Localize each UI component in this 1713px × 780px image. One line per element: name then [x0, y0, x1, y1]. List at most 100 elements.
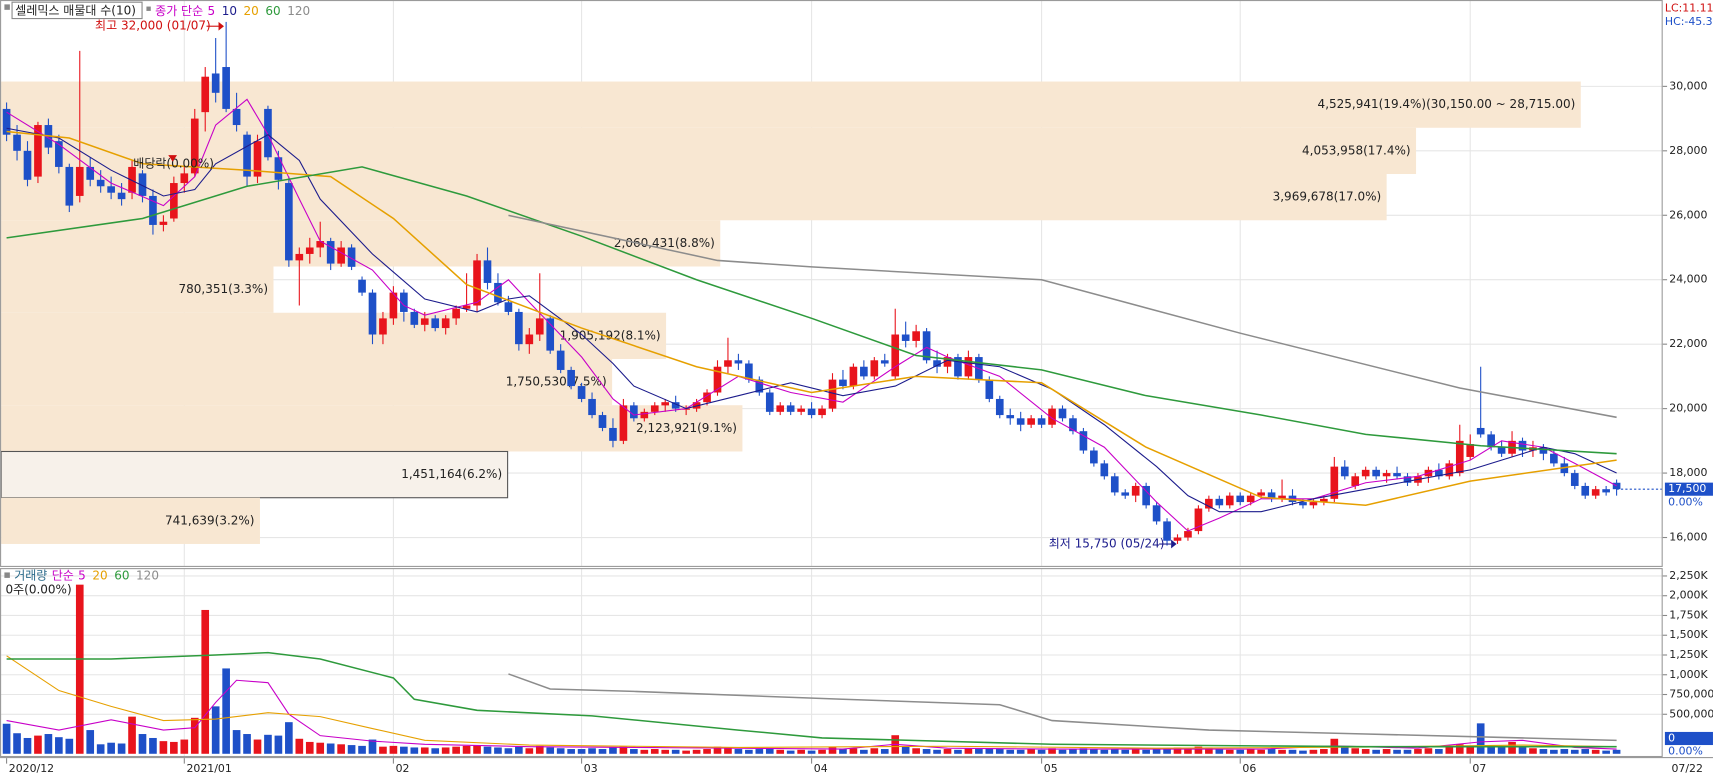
volume-bar [1612, 749, 1621, 754]
volume-title: 거래량 [14, 568, 47, 582]
x-tick-label: 2020/12 [9, 762, 54, 775]
volume-bar [44, 734, 53, 754]
candle-body [609, 427, 617, 441]
candle-body [1393, 473, 1401, 477]
volume-bar [682, 750, 690, 754]
x-tick-label: 06 [1242, 762, 1256, 775]
volume-bar [839, 749, 847, 754]
volume-bar [828, 747, 837, 754]
volume-bar [34, 735, 42, 754]
volume-bar [734, 749, 743, 754]
volume-bar [650, 749, 659, 754]
candle-body [1257, 492, 1265, 496]
candle-body [55, 141, 63, 167]
candle-body [1351, 476, 1360, 486]
volume-bar [494, 747, 502, 754]
candle-body [922, 331, 931, 361]
candle-body [1016, 418, 1025, 425]
volume-bar [1163, 748, 1171, 754]
candle-body [954, 357, 962, 377]
volume-bar [535, 745, 544, 754]
x-tick-label: 07 [1472, 762, 1486, 775]
volume-bar [1006, 749, 1015, 754]
candle-body [797, 408, 805, 412]
candle-body [1100, 463, 1109, 477]
candle-body [326, 241, 335, 264]
candle-body [1184, 531, 1192, 538]
volume-bar [1320, 749, 1328, 754]
volume-bar [1466, 746, 1475, 754]
volume-bar [180, 739, 189, 754]
high-annotation: 최고 32,000 (01/07) [95, 19, 211, 33]
candle-body [1173, 537, 1182, 541]
volume-bar [389, 745, 398, 754]
candle-body [1497, 447, 1506, 454]
volume-bar [1581, 749, 1590, 754]
candle-body [441, 318, 450, 329]
volume-bar [1037, 749, 1046, 754]
candle-body [1455, 440, 1464, 474]
candle-body [745, 363, 753, 380]
y-tick-label: 24,000 [1669, 273, 1707, 286]
volume-bar [1529, 748, 1537, 754]
volume-bar [253, 739, 262, 754]
candle-body [734, 360, 743, 364]
candle-body [1299, 502, 1307, 506]
ma-line [508, 673, 1617, 742]
volume-bar [452, 746, 460, 754]
volume-bar [1288, 749, 1297, 754]
volume-bar [1414, 749, 1422, 754]
volume-legend: 거래량 단순 5 20 60 120 [14, 568, 159, 582]
candle-body [379, 318, 387, 335]
legend-entry: 20 [244, 3, 259, 17]
legend-entry: 10 [222, 3, 237, 17]
ma-line [6, 655, 1617, 749]
volume-bar [420, 747, 429, 754]
candle-body [1591, 489, 1600, 496]
y-tick-label: 1,750K [1669, 608, 1708, 621]
candle-body [786, 405, 795, 412]
candle-body [75, 166, 84, 196]
candle-body [1403, 476, 1412, 483]
volume-bar [295, 738, 304, 754]
volume-bar [1560, 749, 1569, 754]
x-tick-label: 07/22 [1671, 762, 1702, 775]
candle-body [1194, 508, 1203, 532]
candle-body [1142, 485, 1150, 506]
candle-body [598, 415, 607, 428]
hc-label: HC:-45.3 [1665, 15, 1713, 28]
volume-bar [1152, 749, 1161, 754]
volume-bar [431, 748, 440, 754]
candle-body [107, 186, 115, 193]
candle-body [619, 405, 628, 441]
volume-bar [849, 748, 858, 754]
candle-body [494, 282, 502, 303]
volume-bar [1246, 749, 1255, 754]
volume-last-box [1664, 731, 1713, 746]
legend-icon [146, 6, 151, 11]
panel-icon [4, 4, 10, 10]
volume-profile-band [1, 405, 743, 452]
candle-body [933, 360, 941, 367]
volume-bar [75, 584, 84, 754]
volume-bar [985, 748, 994, 754]
volume-bar [1069, 749, 1077, 754]
candle-body [1539, 447, 1548, 454]
candle-body [556, 350, 565, 370]
candle-body [473, 260, 481, 306]
x-tick-label: 02 [396, 762, 410, 775]
candle-body [389, 292, 398, 319]
volume-bar [1351, 748, 1360, 754]
volume-profile-band [1, 358, 613, 406]
volume-bar [274, 735, 283, 754]
volume-status: 0주(0.00%) [5, 582, 71, 596]
candle-body [943, 357, 952, 367]
volume-bar [1602, 750, 1610, 754]
volume-bar [379, 746, 387, 754]
volume-bar [1591, 749, 1600, 754]
volume-bar [765, 748, 774, 754]
volume-profile-label: 2,060,431(8.8%) [614, 236, 715, 250]
candle-body [1361, 469, 1370, 477]
volume-bar [368, 739, 377, 754]
candle-body [1121, 492, 1130, 496]
